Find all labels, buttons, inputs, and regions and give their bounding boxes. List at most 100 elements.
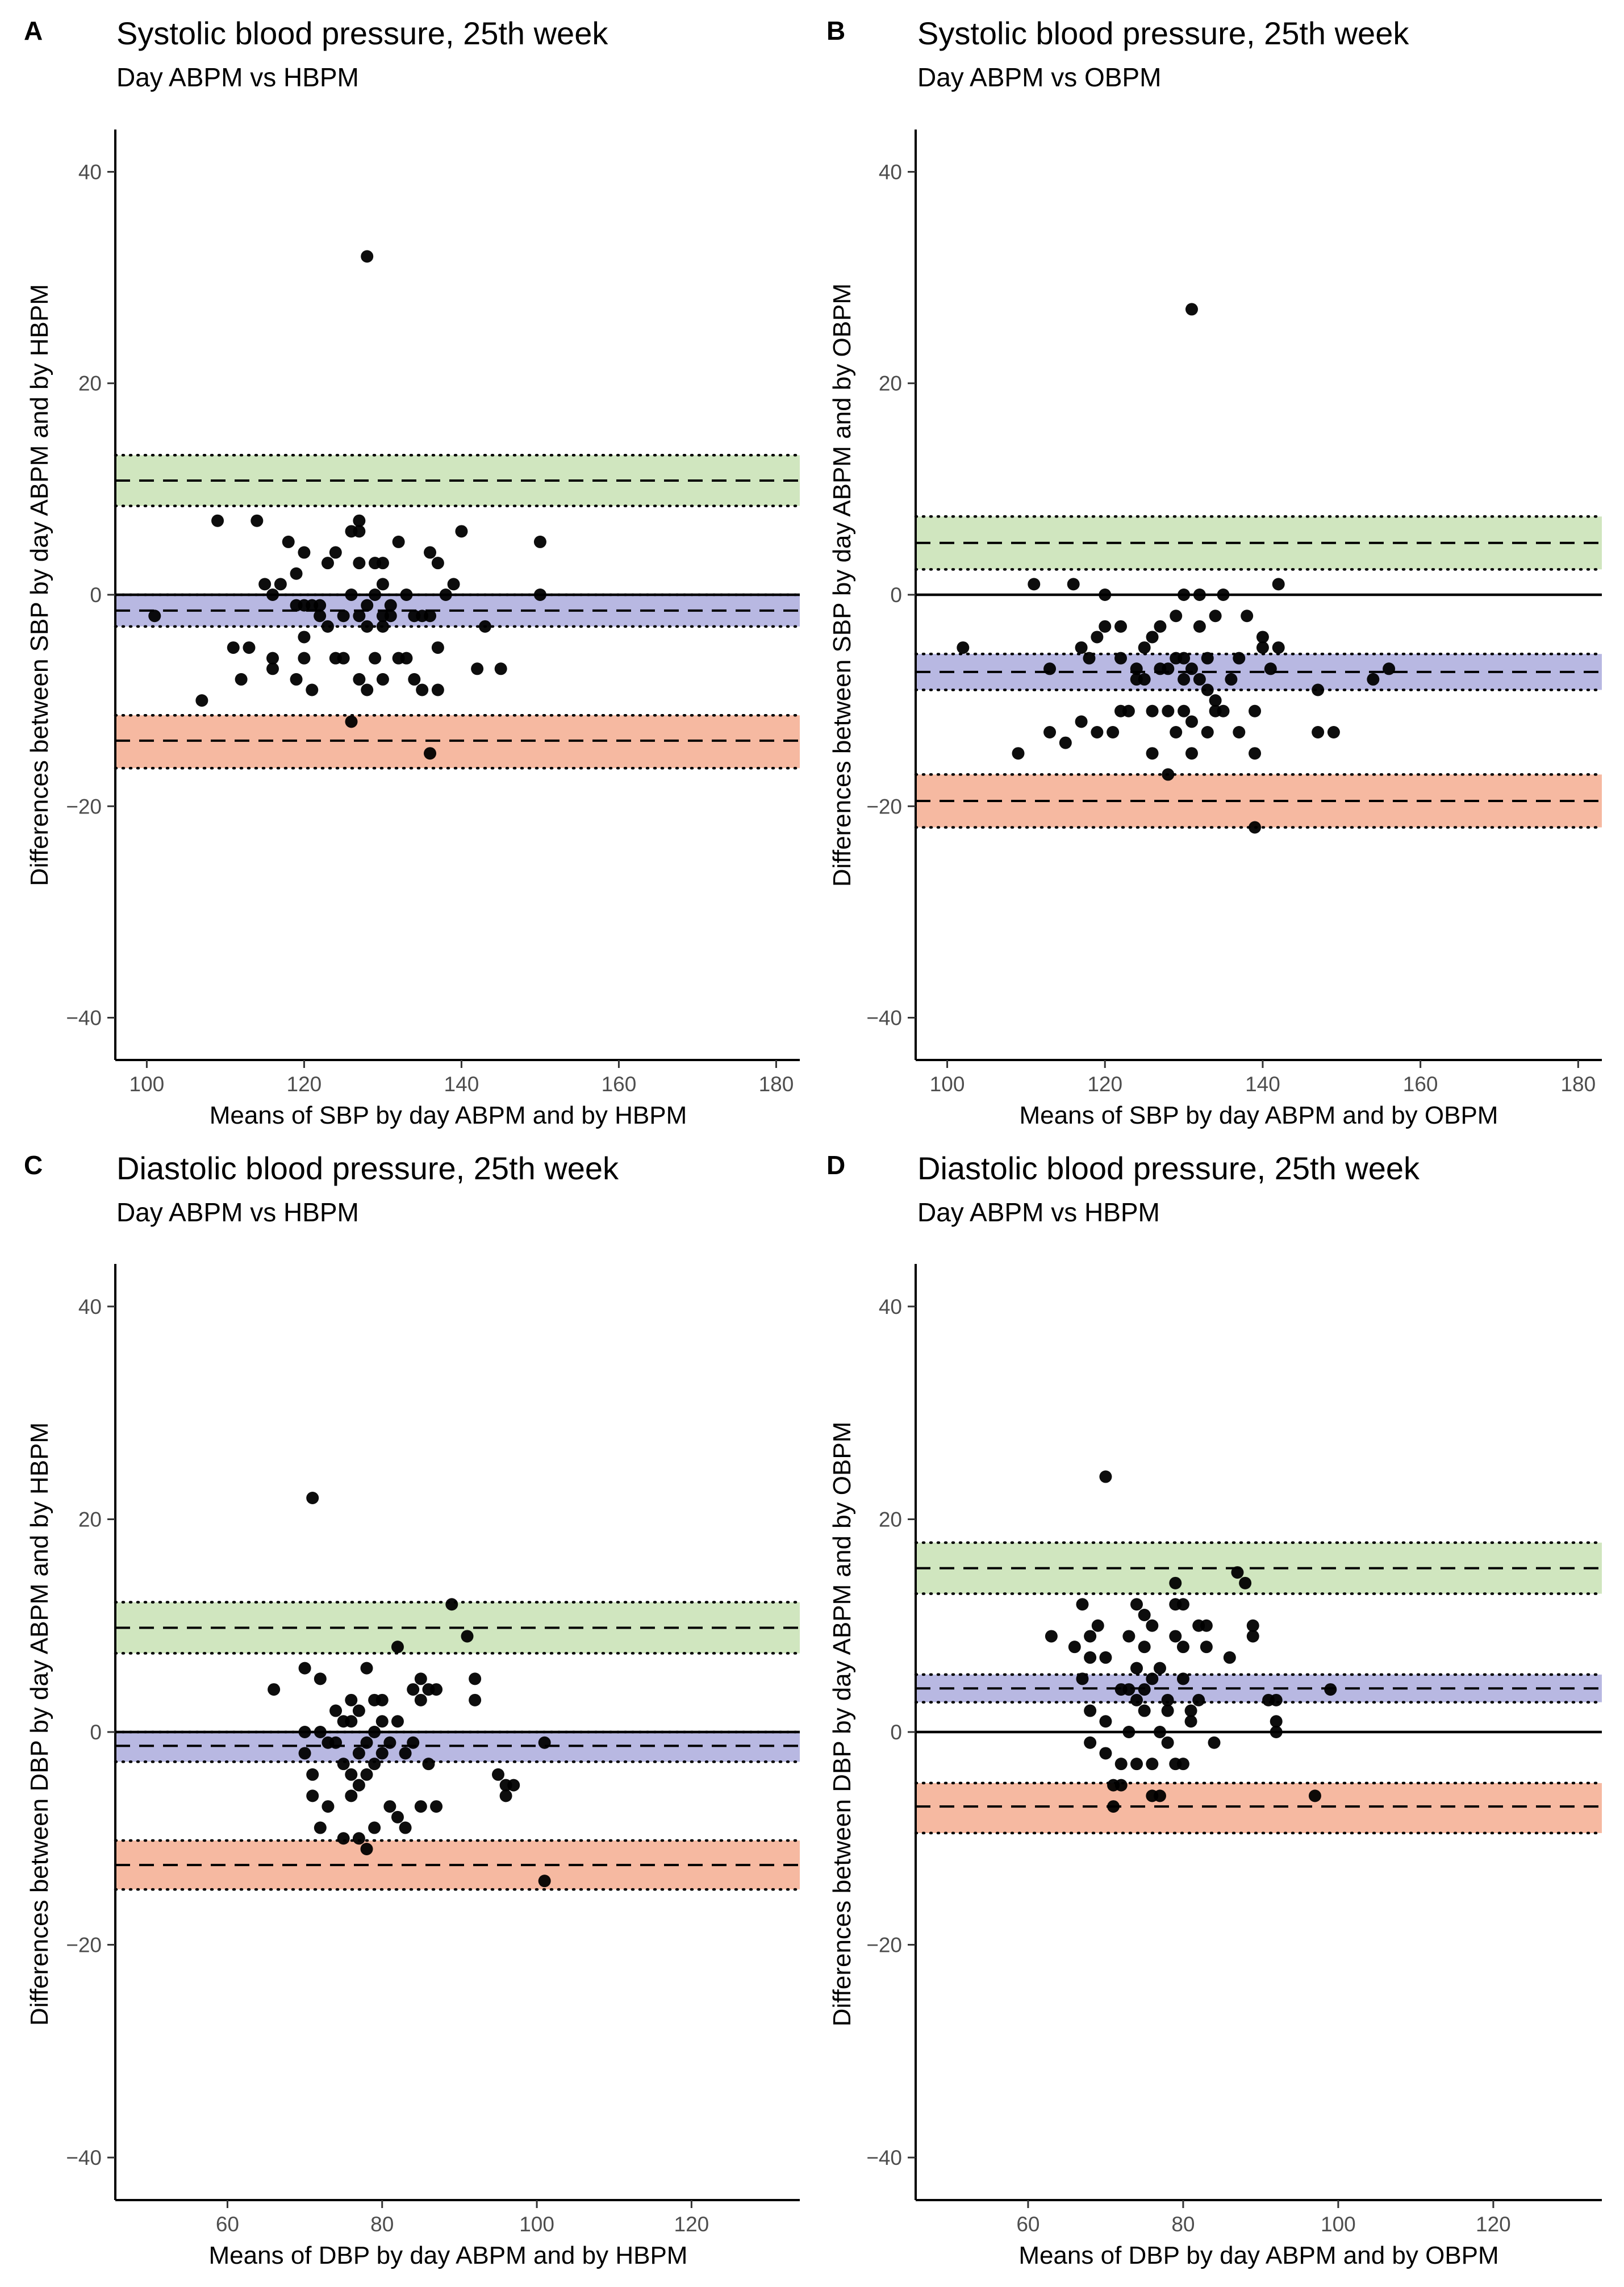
data-point	[195, 694, 208, 707]
data-point	[369, 652, 382, 665]
panel-a: A Systolic blood pressure, 25th week Day…	[24, 15, 801, 1129]
data-point	[1201, 683, 1214, 696]
data-point	[258, 578, 272, 591]
data-point	[1122, 704, 1135, 717]
data-point	[352, 1779, 365, 1792]
data-point	[1264, 662, 1277, 675]
data-point	[1185, 662, 1198, 675]
panel-c: C Diastolic blood pressure, 25th week Da…	[24, 1150, 801, 2269]
x-tick-label: 120	[674, 2213, 709, 2236]
plot-area: −40 −20 0 20 40 60 80 100 120	[66, 1264, 801, 2236]
data-point	[1246, 1619, 1259, 1632]
data-point	[1099, 1651, 1112, 1664]
data-point	[1176, 1598, 1189, 1611]
data-point	[445, 1598, 458, 1611]
panel-letter: A	[24, 16, 43, 45]
data-point	[538, 1736, 551, 1749]
data-point	[414, 1672, 427, 1685]
y-tick-label: −20	[66, 1934, 102, 1957]
data-point	[1138, 673, 1151, 686]
data-point	[1270, 1715, 1283, 1728]
data-point	[461, 1630, 474, 1643]
data-point	[290, 673, 303, 686]
data-point	[507, 1779, 520, 1792]
data-point	[360, 1768, 373, 1781]
data-point	[383, 1800, 396, 1813]
data-point	[399, 1821, 412, 1834]
data-point	[314, 1821, 327, 1834]
data-point	[1153, 1662, 1166, 1675]
data-point	[1308, 1789, 1321, 1802]
data-point	[1162, 704, 1175, 717]
data-point	[1122, 1726, 1135, 1738]
data-point	[391, 1715, 404, 1728]
data-point	[321, 557, 334, 570]
y-tick-label: 20	[879, 1508, 902, 1531]
data-point	[345, 1768, 358, 1781]
chart-subtitle: Day ABPM vs HBPM	[917, 1197, 1160, 1227]
data-point	[1045, 1630, 1058, 1643]
data-point	[282, 535, 295, 548]
data-point	[1099, 589, 1112, 601]
chart-title: Diastolic blood pressure, 25th week	[116, 1150, 619, 1186]
y-tick-label: 40	[879, 160, 902, 183]
data-point	[1169, 1630, 1182, 1643]
data-point	[1138, 1704, 1151, 1717]
chart-title: Systolic blood pressure, 25th week	[116, 15, 608, 51]
data-point	[1367, 673, 1380, 686]
data-point	[1130, 1662, 1143, 1675]
data-point	[268, 1683, 281, 1696]
data-point	[1200, 1641, 1213, 1654]
data-point	[298, 631, 311, 644]
data-point	[1161, 1704, 1174, 1717]
data-point	[1161, 1693, 1174, 1706]
data-point	[251, 514, 264, 527]
data-point	[298, 546, 311, 559]
data-point	[1084, 1704, 1097, 1717]
data-point	[1270, 1693, 1283, 1706]
y-tick-label: −40	[66, 2146, 102, 2169]
data-point	[306, 1492, 319, 1504]
data-point	[455, 525, 468, 538]
plot-area: −40 −20 0 20 40 60 80 100 120	[866, 1264, 1604, 2236]
data-point	[1231, 1566, 1244, 1579]
x-axis-label: Means of SBP by day ABPM and by OBPM	[1020, 1101, 1498, 1129]
data-point	[1043, 662, 1057, 675]
data-point	[422, 1758, 435, 1771]
data-point	[1138, 641, 1151, 654]
data-point	[290, 567, 303, 580]
data-point	[353, 610, 366, 623]
data-point	[266, 589, 279, 601]
data-point	[1122, 1683, 1135, 1696]
x-tick-label: 160	[1403, 1072, 1438, 1096]
data-point	[1043, 725, 1057, 738]
y-tick-label: −20	[866, 795, 902, 818]
data-point	[1146, 747, 1159, 760]
x-tick-label: 100	[1321, 2213, 1356, 2236]
chart-title: Systolic blood pressure, 25th week	[917, 15, 1409, 51]
data-point	[408, 673, 421, 686]
x-tick-label: 60	[216, 2213, 239, 2236]
data-point	[1270, 1726, 1283, 1738]
data-point	[391, 1810, 404, 1823]
data-point	[298, 1662, 311, 1675]
data-point	[345, 715, 358, 728]
data-point	[431, 641, 444, 654]
data-point	[345, 1693, 358, 1706]
data-point	[375, 1693, 389, 1706]
data-point	[1176, 1672, 1189, 1685]
data-point	[533, 589, 546, 601]
data-point	[1233, 725, 1246, 738]
data-point	[1178, 673, 1191, 686]
data-point	[1099, 1470, 1112, 1483]
chart-subtitle: Day ABPM vs HBPM	[116, 62, 359, 92]
data-point	[430, 1683, 443, 1696]
panel-letter: C	[24, 1150, 43, 1180]
data-point	[148, 610, 161, 623]
data-point	[352, 1704, 365, 1717]
data-point	[314, 1672, 327, 1685]
data-point	[345, 1715, 358, 1728]
data-point	[1114, 652, 1128, 665]
data-point	[1122, 1630, 1135, 1643]
